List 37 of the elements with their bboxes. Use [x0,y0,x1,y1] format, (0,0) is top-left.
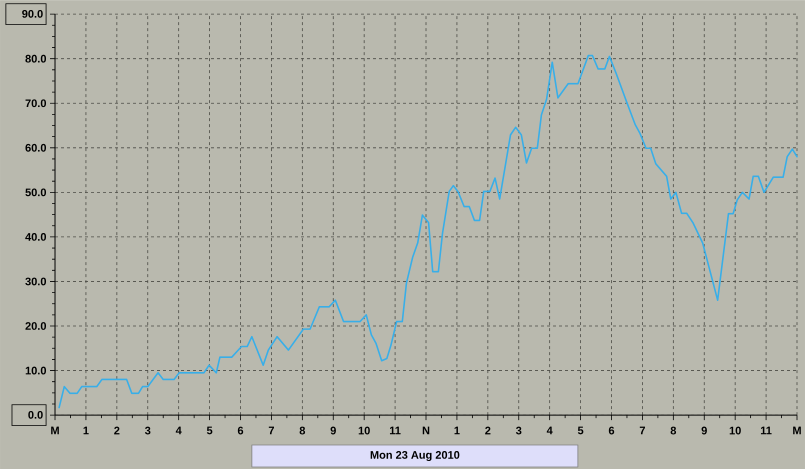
y-tick-label: 10.0 [26,366,46,374]
x-tick-label: 10 [730,426,741,434]
x-tick-label: 6 [608,426,614,434]
x-tick-label: 7 [268,426,274,434]
x-tick-label: 2 [485,426,490,434]
x-tick-label: 4 [176,426,182,434]
x-tick-label: 3 [516,426,522,434]
x-tick-label: 8 [300,426,306,434]
x-tick-label: N [422,426,430,434]
x-tick-label: 7 [640,426,645,434]
x-tick-label: 5 [578,426,584,434]
y-tick-label: 60.0 [25,144,46,152]
x-tick-label: 4 [546,426,553,434]
x-tick-label: 1 [454,426,460,434]
x-tick-label: 5 [206,426,212,434]
x-tick-label: 10 [358,426,370,434]
x-tick-label: 6 [238,426,244,434]
x-tick-label: 9 [330,426,336,434]
x-tick-label: 9 [702,426,707,434]
y-tick-label: 50.0 [25,188,46,196]
x-tick-label: 11 [390,426,401,434]
x-tick-label: M [793,426,801,434]
y-tick-label: 70.0 [26,99,46,108]
y-tick-label: 40.0 [25,232,46,241]
y-tick-label: 80.0 [25,54,46,63]
x-tick-label: M [51,426,59,434]
x-tick-label: 3 [144,426,150,434]
y-tick-label: 90.0 [22,10,43,18]
y-tick-label: 30.0 [25,278,46,286]
x-axis-title: Mon 23 Aug 2010 [370,450,460,461]
y-tick-label: 20.0 [25,322,46,330]
x-tick-label: 8 [670,426,676,434]
x-tick-label: 11 [760,426,772,434]
x-tick-label: 1 [84,426,89,434]
x-tick-label: 2 [114,426,120,434]
y-tick-label: 0.0 [28,410,43,419]
line-series [58,54,798,408]
